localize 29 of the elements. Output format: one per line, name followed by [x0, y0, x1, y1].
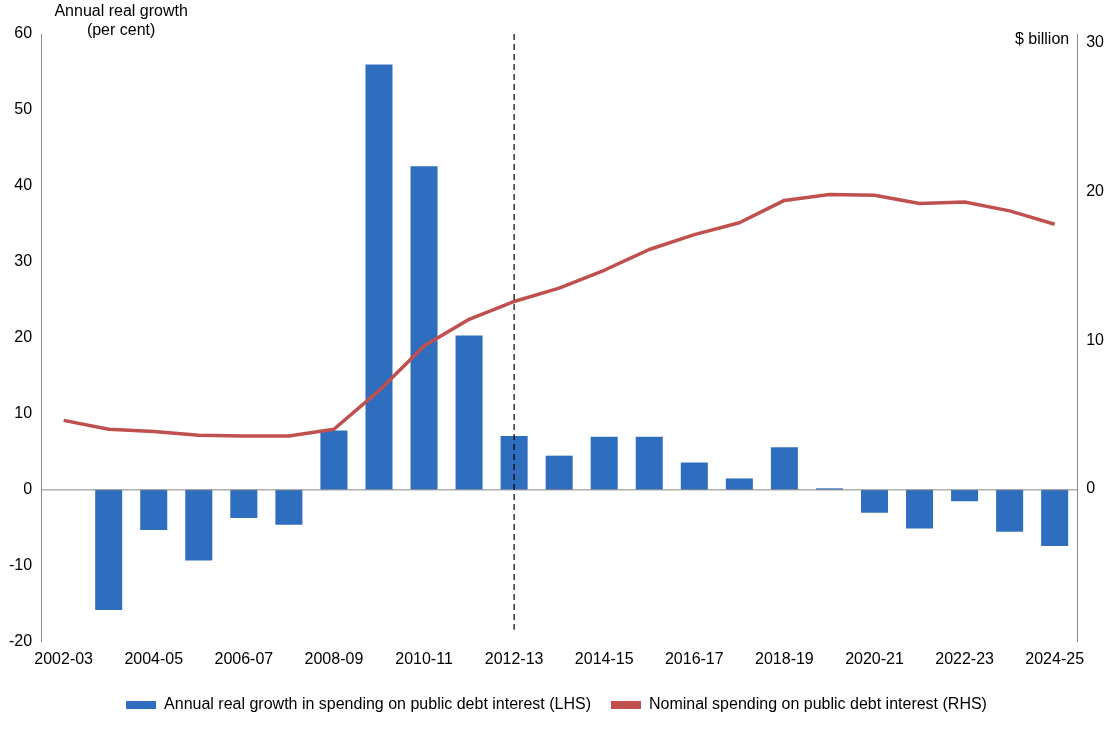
x-tick-label: 2014-15 — [574, 649, 634, 667]
y2-axis-title: $ billion — [1014, 30, 1070, 48]
x-tick-label: 2002-03 — [34, 649, 94, 667]
y-tick-label: 10 — [14, 404, 33, 422]
y-tick-label: 0 — [23, 480, 33, 498]
x-tick-label: 2004-05 — [124, 649, 184, 667]
legend-label: Nominal spending on public debt interest (RHS) — [648, 695, 987, 713]
y2-tick-label: 20 — [1086, 181, 1105, 199]
legend-label: Annual real growth in spending on public debt interest (LHS) — [164, 695, 591, 713]
x-tick-label: 2016-17 — [664, 649, 724, 667]
y-tick-label: 60 — [14, 24, 33, 42]
y-tick-label: 50 — [14, 100, 33, 118]
y-tick-label: -10 — [9, 556, 33, 574]
x-tick-label: 2012-13 — [484, 649, 544, 667]
x-tick-label: 2022-23 — [935, 649, 995, 667]
y-tick-label: 30 — [14, 252, 33, 270]
y2-tick-label: 30 — [1086, 33, 1105, 51]
x-tick-label: 2010-11 — [395, 649, 453, 667]
y-tick-label: -20 — [9, 632, 33, 650]
y2-tick-label: 10 — [1086, 330, 1105, 348]
y-axis-title: Annual real growth (per cent) — [54, 2, 188, 39]
y2-tick-label: 0 — [1086, 479, 1096, 497]
x-tick-label: 2008-09 — [304, 649, 364, 667]
x-tick-label: 2006-07 — [214, 649, 274, 667]
y-tick-label: 20 — [14, 328, 33, 346]
y-tick-label: 40 — [14, 176, 33, 194]
x-tick-label: 2024-25 — [1025, 649, 1085, 667]
x-tick-label: 2020-21 — [845, 649, 904, 667]
x-tick-label: 2018-19 — [755, 649, 814, 667]
